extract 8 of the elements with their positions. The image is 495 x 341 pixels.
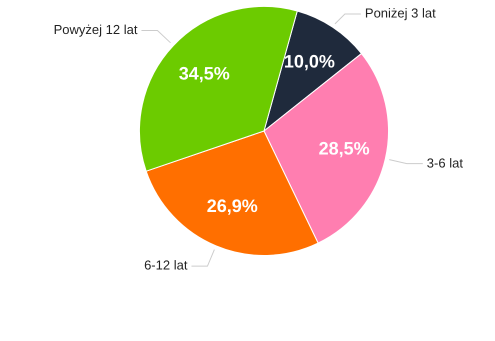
data-label: 28,5%	[318, 138, 370, 158]
data-label: 34,5%	[178, 64, 230, 84]
slice-label: 3-6 lat	[426, 155, 464, 170]
slice-label: Poniżej 3 lat	[364, 6, 436, 21]
data-label: 26,9%	[206, 196, 258, 216]
data-label: 10,0%	[284, 51, 335, 72]
slice-label: 6-12 lat	[144, 258, 188, 273]
slice-label: Powyżej 12 lat	[54, 22, 138, 38]
